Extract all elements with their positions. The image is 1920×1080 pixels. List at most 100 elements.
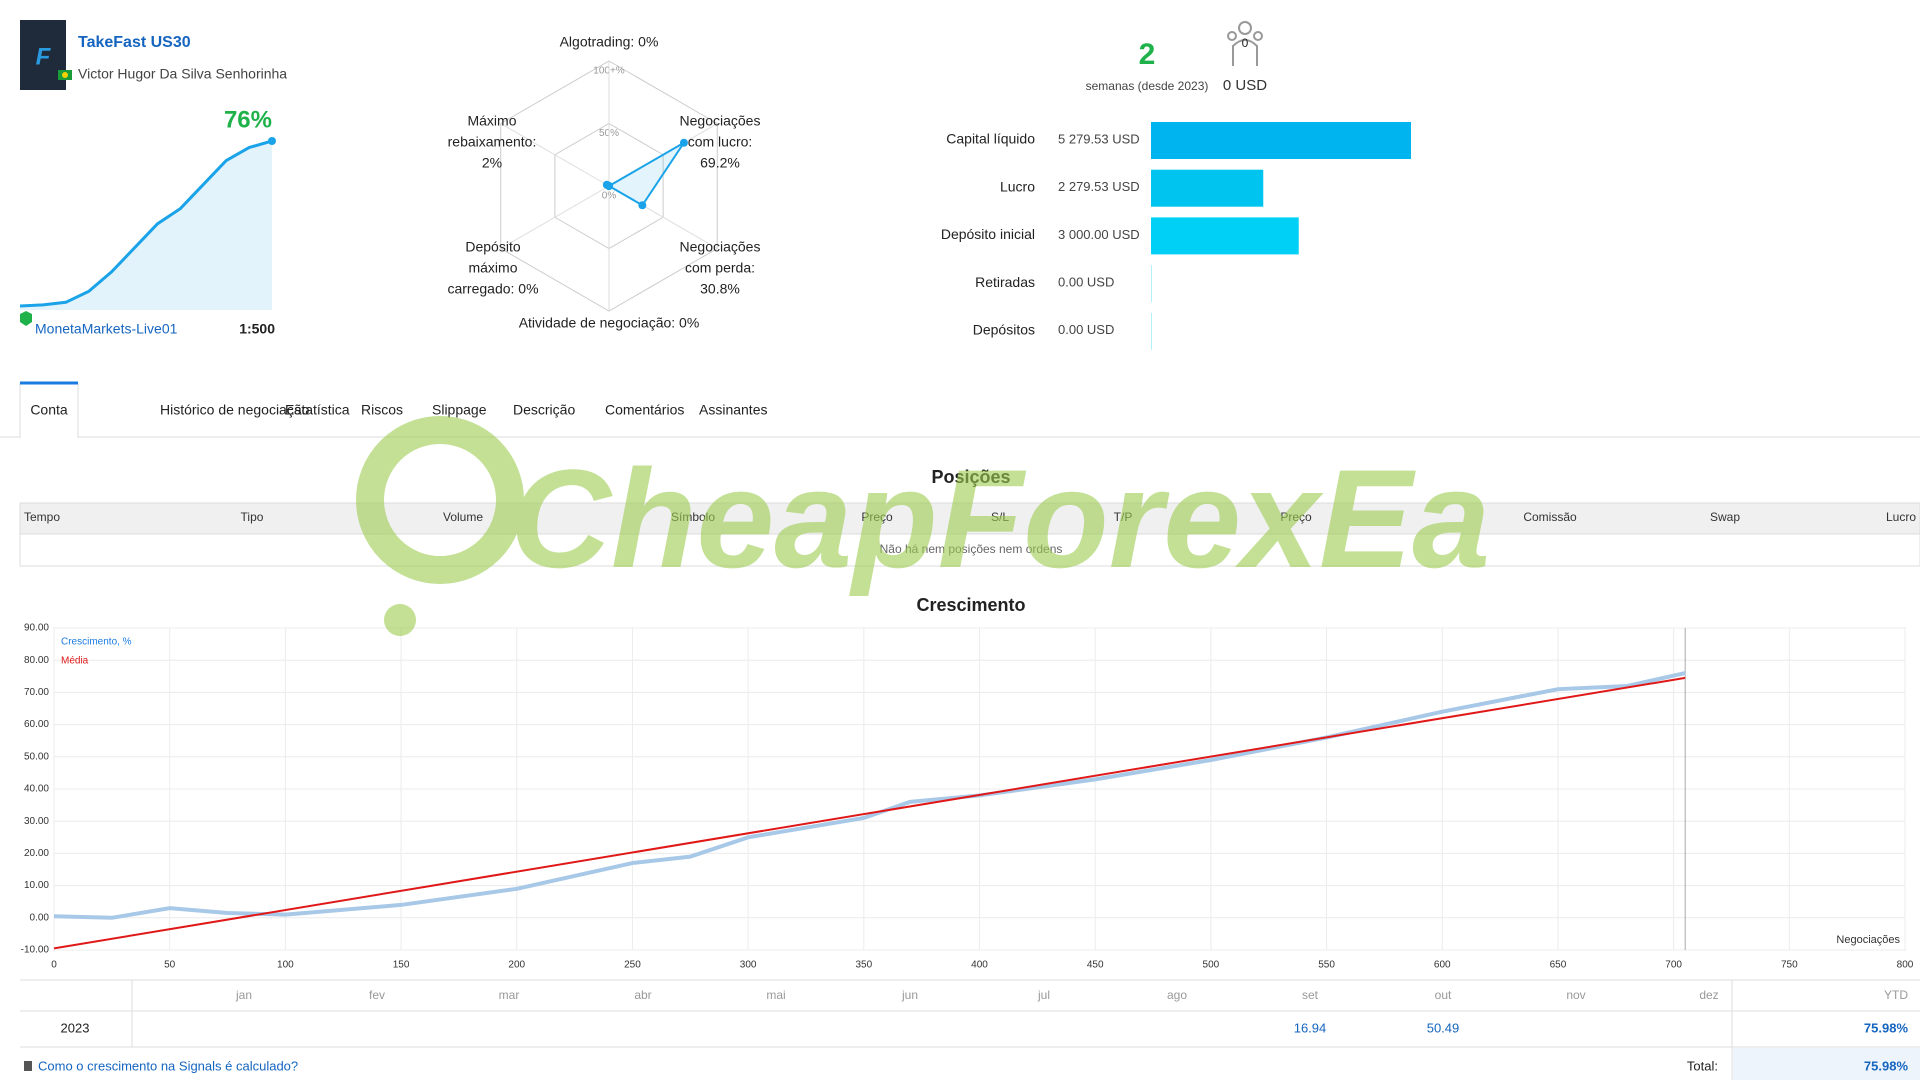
x-tick-label: 50 bbox=[164, 960, 176, 971]
verified-icon bbox=[20, 311, 32, 326]
x-tick-label: 250 bbox=[624, 960, 641, 971]
month-header: jun bbox=[901, 988, 918, 1002]
radar-label: carregado: 0% bbox=[447, 281, 538, 297]
radar-spoke bbox=[500, 123, 610, 187]
weeks-label: semanas (desde 2023) bbox=[1086, 79, 1209, 93]
help-link[interactable]: Como o crescimento na Signals é calculad… bbox=[38, 1058, 298, 1073]
watermark-text: CheapForexEa bbox=[510, 440, 1490, 597]
year: 2023 bbox=[61, 1020, 90, 1035]
table-header: Preço bbox=[1280, 510, 1312, 524]
y-tick-label: 60.00 bbox=[24, 719, 49, 730]
x-tick-label: 750 bbox=[1781, 960, 1798, 971]
x-tick-label: 350 bbox=[855, 960, 872, 971]
x-tick-label: 400 bbox=[971, 960, 988, 971]
x-tick-label: 100 bbox=[277, 960, 294, 971]
table-header: Volume bbox=[443, 510, 483, 524]
radar-label: com lucro: bbox=[688, 134, 753, 150]
table-header: Comissão bbox=[1523, 510, 1577, 524]
radar-label: Negociações bbox=[680, 239, 761, 255]
radar-label: Máximo bbox=[467, 113, 516, 129]
positions-title: Posições bbox=[931, 467, 1010, 487]
stat-label: Depósito inicial bbox=[941, 226, 1035, 242]
weeks: 2 bbox=[1139, 38, 1156, 71]
flag-dot bbox=[62, 72, 68, 78]
month-header: abr bbox=[634, 988, 651, 1002]
radar-label: Algotrading: 0% bbox=[560, 34, 659, 50]
sparkline-end bbox=[268, 137, 276, 145]
subscribers-icon bbox=[1227, 21, 1263, 66]
radar-label: 2% bbox=[482, 155, 502, 171]
radar-label: 69.2% bbox=[700, 155, 740, 171]
stat-label: Depósitos bbox=[973, 322, 1035, 338]
radar-point bbox=[638, 201, 647, 210]
y-tick-label: 40.00 bbox=[24, 784, 49, 795]
tab[interactable]: Comentários bbox=[605, 402, 684, 418]
stat-label: Capital líquido bbox=[946, 131, 1035, 147]
table-header: Preço bbox=[861, 510, 893, 524]
stat-bar bbox=[1151, 265, 1152, 303]
x-tick-label: 550 bbox=[1318, 960, 1335, 971]
month-header: mar bbox=[499, 988, 520, 1002]
y-tick-label: 20.00 bbox=[24, 848, 49, 859]
month-header: out bbox=[1435, 988, 1452, 1002]
series-line bbox=[53, 671, 1686, 920]
month-header: fev bbox=[369, 988, 385, 1002]
tab[interactable]: Conta bbox=[30, 402, 68, 418]
table-header: Lucro bbox=[1886, 510, 1916, 524]
tab[interactable]: Slippage bbox=[432, 402, 487, 418]
y-tick-label: 80.00 bbox=[24, 655, 49, 666]
positions-empty: Não há nem posições nem ordens bbox=[880, 542, 1063, 556]
tab[interactable]: Riscos bbox=[361, 402, 403, 418]
total-value: 75.98% bbox=[1864, 1058, 1909, 1073]
month-header: jul bbox=[1037, 988, 1050, 1002]
month-header: set bbox=[1302, 988, 1319, 1002]
table-header-bg bbox=[19, 502, 1920, 535]
y-tick-label: 0.00 bbox=[30, 912, 50, 923]
month-header: jan bbox=[235, 988, 252, 1002]
x-tick-label: 0 bbox=[51, 960, 57, 971]
legend-entry: Média bbox=[61, 656, 89, 667]
radar-label: Depósito bbox=[465, 239, 520, 255]
total-label: Total: bbox=[1687, 1058, 1718, 1073]
stat-bar bbox=[1151, 217, 1299, 255]
month-header: dez bbox=[1699, 988, 1718, 1002]
stat-bar bbox=[1151, 169, 1264, 207]
stat-bar bbox=[1151, 122, 1411, 159]
radar-area bbox=[606, 141, 685, 207]
month-header: nov bbox=[1566, 988, 1585, 1002]
tab[interactable]: Assinantes bbox=[699, 402, 767, 418]
month-header: ago bbox=[1167, 988, 1187, 1002]
stat-label: Retiradas bbox=[975, 274, 1035, 290]
growth-title: Crescimento bbox=[916, 595, 1025, 615]
server[interactable]: MonetaMarkets-Live01 bbox=[35, 321, 178, 337]
x-tick-label: 500 bbox=[1203, 960, 1220, 971]
table-header: Swap bbox=[1710, 510, 1740, 524]
signal-title[interactable]: TakeFast US30 bbox=[78, 34, 191, 51]
x-tick-label: 200 bbox=[508, 960, 525, 971]
stat-value: 0.00 USD bbox=[1058, 275, 1114, 290]
radar-label: Atividade de negociação: 0% bbox=[519, 315, 700, 331]
author: Victor Hugor Da Silva Senhorinha bbox=[78, 66, 287, 82]
radar-label: com perda: bbox=[685, 260, 755, 276]
growth-value: 76% bbox=[224, 106, 272, 133]
table-header: Símbolo bbox=[671, 510, 715, 524]
radar-label: Negociações bbox=[680, 113, 761, 129]
sparkline-area bbox=[20, 141, 272, 310]
tab[interactable]: Estatística bbox=[285, 402, 350, 418]
stat-value: 2 279.53 USD bbox=[1058, 179, 1140, 194]
x-tick-label: 650 bbox=[1550, 960, 1567, 971]
ytd-value: 75.98% bbox=[1864, 1020, 1909, 1035]
table-header: Tempo bbox=[24, 510, 60, 524]
y-tick-label: 50.00 bbox=[24, 751, 49, 762]
tab[interactable]: Histórico de negociação bbox=[160, 402, 310, 418]
tab[interactable]: Descrição bbox=[513, 402, 575, 418]
series-line bbox=[53, 676, 1686, 950]
stat-label: Lucro bbox=[1000, 178, 1035, 194]
table-header: Tipo bbox=[241, 510, 264, 524]
y-tick-label: -10.00 bbox=[21, 945, 50, 956]
y-tick-label: 70.00 bbox=[24, 687, 49, 698]
x-axis-label: Negociações bbox=[1836, 934, 1900, 946]
